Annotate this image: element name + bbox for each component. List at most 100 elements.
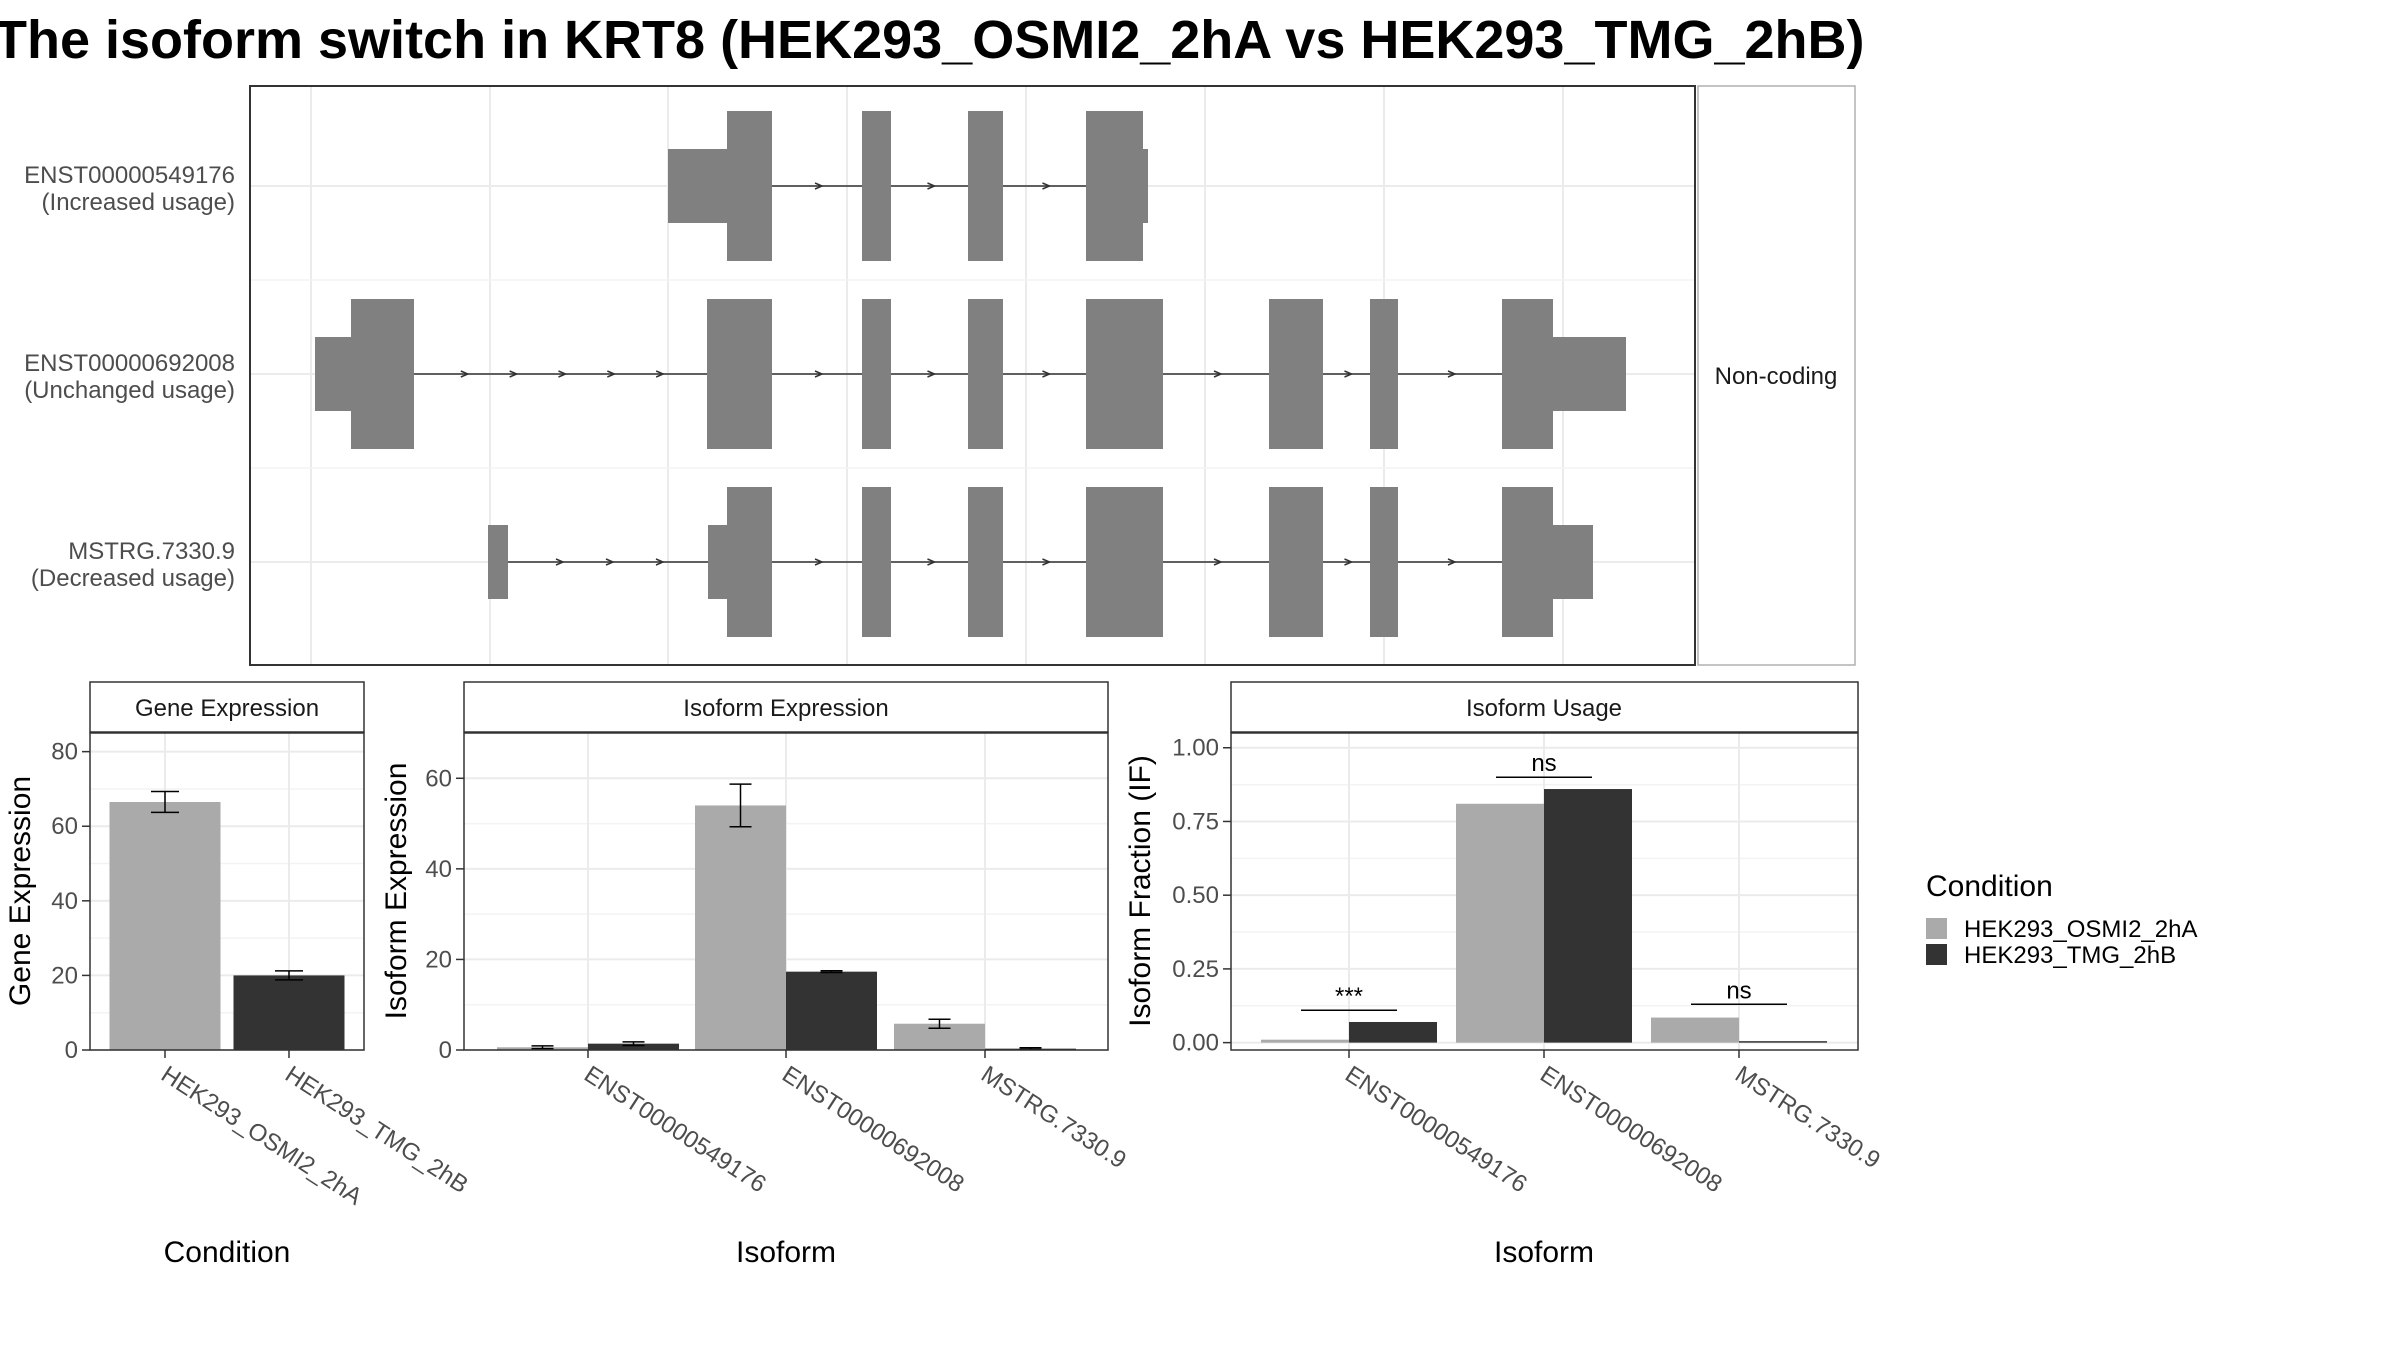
gene-expression-ylabel: Gene Expression (4, 776, 37, 1006)
legend-swatch-a (1926, 918, 1947, 939)
y-tick-label: 0.50 (1172, 882, 1219, 909)
direction-arrow (655, 558, 665, 566)
exon-block-row-2 (1269, 299, 1323, 449)
bar-HEK293_OSMI2_2hA-ENST00000692008 (1456, 803, 1544, 1043)
exon-block-row-3 (488, 525, 508, 599)
exon-block-row-3 (1370, 487, 1398, 637)
isoform-label-2-usage: (Unchanged usage) (24, 377, 235, 404)
gene-expression-plot-border (89, 732, 365, 1051)
direction-arrow (655, 370, 666, 378)
exon-block-row-2 (315, 337, 351, 411)
exon-block-row-3 (727, 487, 772, 637)
exon-block-row-1 (968, 111, 1003, 261)
exon-block-row-3 (708, 525, 727, 599)
direction-arrow (558, 370, 568, 378)
y-tick-label: 80 (51, 739, 78, 766)
exon-block-row-1 (1086, 111, 1143, 261)
y-tick-label: 0.00 (1172, 1030, 1219, 1057)
direction-arrow (607, 370, 617, 378)
exon-block-row-2 (1502, 299, 1553, 449)
y-tick-label: 40 (51, 888, 78, 915)
exon-block-row-1 (668, 149, 727, 223)
isoform-label-1-id: ENST00000549176 (24, 162, 235, 189)
y-tick-label: 20 (51, 962, 78, 989)
y-tick-label: 0.75 (1172, 808, 1219, 835)
y-tick-label: 40 (425, 856, 452, 883)
exon-block-row-3 (862, 487, 891, 637)
legend-title: Condition (1926, 870, 2053, 903)
isoform-usage-ylabel: Isoform Fraction (IF) (1124, 755, 1157, 1027)
isoform-label-1-usage: (Increased usage) (42, 189, 235, 216)
isoform-expression-bars (497, 805, 1076, 1051)
isoform-usage-bars (1261, 789, 1827, 1043)
exon-block-row-1 (727, 111, 772, 261)
isoform-structure-panel: Non-coding ENST00000549176 (Increased us… (24, 85, 1856, 666)
gene-expression-strip-title: Gene Expression (135, 695, 319, 722)
direction-arrow (814, 558, 824, 566)
bar-HEK293_TMG_2hB (233, 975, 345, 1050)
bar-HEK293_OSMI2_2hA (109, 801, 221, 1050)
exon-block-row-2 (1370, 299, 1398, 449)
isoform-usage-panel: Isoform Usage *** ns ns 0.00 0.25 0.50 0.75 1.… (1124, 681, 1885, 1269)
y-tick-label: 20 (425, 946, 452, 973)
structure-tracks (315, 111, 1626, 637)
direction-arrow (814, 370, 824, 378)
isoform-expression-ylabel: Isoform Expression (380, 763, 413, 1020)
bar-HEK293_OSMI2_2hA-ENST00000692008 (695, 805, 786, 1050)
bar-HEK293_OSMI2_2hA-MSTRG.7330.9 (1651, 1017, 1739, 1043)
direction-arrow (1042, 370, 1052, 378)
y-tick-label: 0 (439, 1037, 452, 1064)
exon-block-row-1 (1143, 149, 1148, 223)
isoform-label-2-id: ENST00000692008 (24, 350, 235, 377)
legend: Condition HEK293_OSMI2_2hA HEK293_TMG_2h… (1926, 870, 2197, 969)
direction-arrow (1447, 558, 1457, 566)
gene-expression-error-bars (151, 790, 303, 981)
exon-block-row-2 (862, 299, 891, 449)
legend-item-a: HEK293_OSMI2_2hA (1964, 916, 2197, 943)
isoform-usage-significance: *** ns ns (1301, 750, 1787, 1011)
y-tick-label: 0 (65, 1037, 78, 1064)
gene-expression-xlabel: Condition (164, 1236, 291, 1269)
isoform-expression-y-ticks: 0 20 40 60 (425, 765, 464, 1064)
direction-arrow (1042, 182, 1052, 190)
exon-block-row-2 (1553, 337, 1626, 411)
direction-arrow (927, 558, 937, 566)
gene-expression-strip (89, 681, 365, 733)
direction-arrow (1213, 370, 1223, 378)
exon-block-row-1 (862, 111, 891, 261)
exon-block-row-2 (351, 299, 414, 449)
bar-HEK293_TMG_2hB-ENST00000549176 (588, 1043, 679, 1050)
isoform-usage-strip (1230, 681, 1859, 733)
structure-strip-label: Non-coding (1715, 363, 1838, 390)
direction-arrow (1213, 558, 1223, 566)
direction-arrow (1447, 370, 1457, 378)
exon-block-row-2 (707, 299, 772, 449)
bar-HEK293_TMG_2hB-ENST00000692008 (1544, 789, 1632, 1043)
direction-arrow (814, 182, 824, 190)
isoform-expression-strip (463, 681, 1109, 733)
isoform-usage-y-ticks: 0.00 0.25 0.50 0.75 1.00 (1172, 735, 1231, 1057)
exon-block-row-3 (1086, 487, 1163, 637)
structure-strip (1697, 85, 1856, 666)
isoform-expression-error-bars (531, 783, 1042, 1051)
direction-arrow (509, 370, 519, 378)
bar-HEK293_TMG_2hB-ENST00000692008 (786, 971, 877, 1050)
isoform-label-3-usage: (Decreased usage) (31, 565, 235, 592)
significance-label: ns (1726, 977, 1751, 1004)
legend-item-b: HEK293_TMG_2hB (1964, 942, 2176, 969)
legend-swatch-b (1926, 944, 1947, 965)
figure-title: The isoform switch in KRT8 (HEK293_OSMI2… (0, 10, 1865, 70)
structure-panel-border (249, 85, 1696, 666)
significance-label: ns (1531, 750, 1556, 777)
direction-arrow (460, 370, 470, 378)
bar-HEK293_OSMI2_2hA-ENST00000549176 (1261, 1039, 1349, 1043)
exon-block-row-3 (1553, 525, 1593, 599)
isoform-expression-xlabel: Isoform (736, 1236, 836, 1269)
exon-block-row-3 (1502, 487, 1553, 637)
y-tick-label: 1.00 (1172, 735, 1219, 762)
bar-HEK293_TMG_2hB-ENST00000549176 (1349, 1021, 1437, 1043)
gene-expression-y-ticks: 0 20 40 60 80 (51, 739, 90, 1064)
isoform-usage-strip-title: Isoform Usage (1466, 695, 1622, 722)
direction-arrow (1344, 370, 1354, 378)
